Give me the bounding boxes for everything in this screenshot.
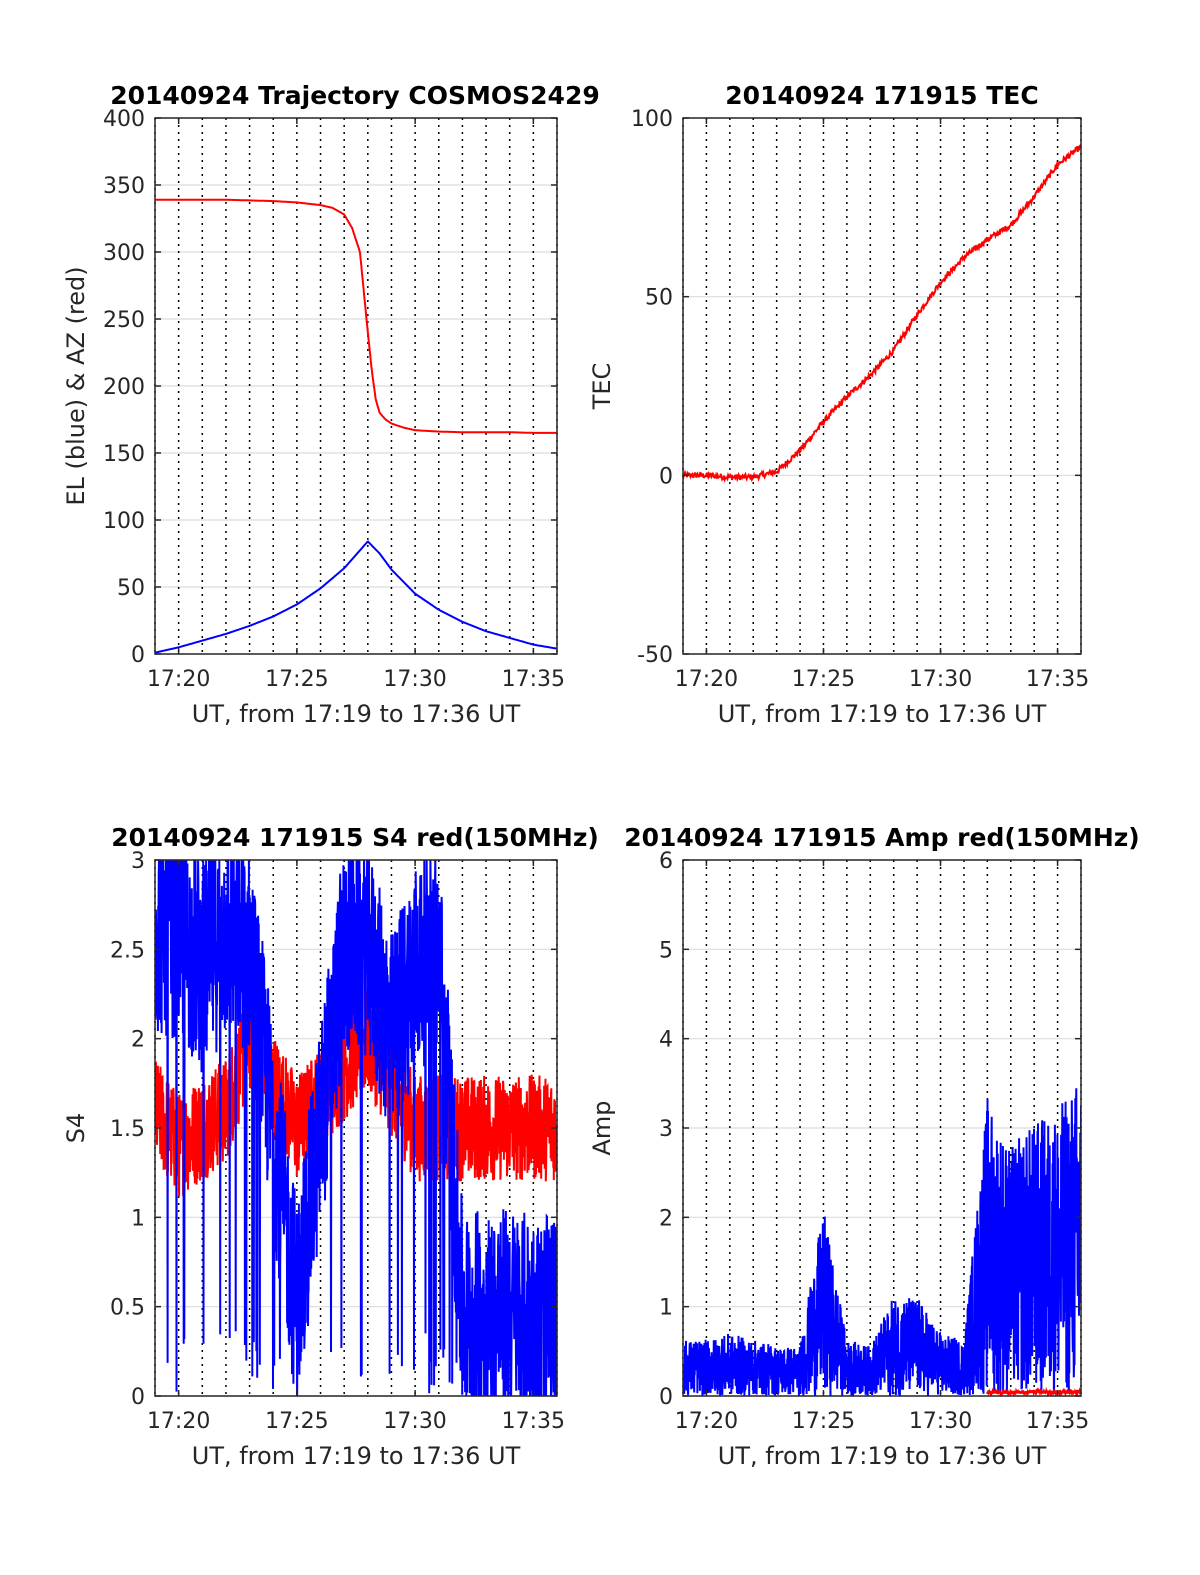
series-line-2 — [155, 860, 557, 1396]
chart-title: 20140924 171915 S4 red(150MHz) — [111, 823, 599, 852]
y-tick-label: 0 — [659, 1385, 673, 1410]
x-tick-label: 17:30 — [909, 667, 972, 692]
y-tick-label: 1.5 — [110, 1117, 145, 1142]
y-tick-label: 50 — [645, 286, 673, 311]
x-tick-label: 17:35 — [1026, 1409, 1089, 1434]
x-tick-label: 17:25 — [792, 667, 855, 692]
y-tick-label: 0 — [131, 1385, 145, 1410]
y-tick-label: 400 — [103, 107, 145, 132]
y-tick-label: 150 — [103, 442, 145, 467]
x-tick-label: 17:20 — [675, 1409, 738, 1434]
x-tick-label: 17:35 — [1026, 667, 1089, 692]
y-tick-label: 200 — [103, 375, 145, 400]
series-line-1 — [155, 198, 557, 434]
y-tick-label: 50 — [117, 576, 145, 601]
x-axis-label: UT, from 17:19 to 17:36 UT — [192, 1442, 521, 1470]
x-tick-label: 17:30 — [383, 1409, 446, 1434]
x-axis-label: UT, from 17:19 to 17:36 UT — [718, 700, 1047, 728]
x-tick-label: 17:20 — [147, 667, 210, 692]
chart-panel-1: 0 50 100 150 200 250 300 350 400 17:20 17:25 17:30 1… — [62, 81, 600, 728]
plot-area — [155, 198, 557, 654]
y-tick-label: 350 — [103, 174, 145, 199]
y-tick-label: 2 — [659, 1206, 673, 1231]
y-tick-label: 0 — [131, 643, 145, 668]
chart-panel-4: 0 1 2 3 4 5 6 17:20 17:25 17:30 17:35 20140924 1719… — [588, 823, 1140, 1470]
y-tick-label: 100 — [103, 509, 145, 534]
chart-title: 20140924 171915 Amp red(150MHz) — [624, 823, 1140, 852]
y-tick-label: 0.5 — [110, 1296, 145, 1321]
y-tick-label: 6 — [659, 849, 673, 874]
y-tick-label: 5 — [659, 938, 673, 963]
series-line-1 — [683, 143, 1081, 484]
y-axis-label: EL (blue) & AZ (red) — [62, 266, 90, 505]
x-tick-label: 17:20 — [147, 1409, 210, 1434]
y-tick-label: 3 — [131, 849, 145, 874]
y-tick-label: 2.5 — [110, 938, 145, 963]
y-tick-label: 2 — [131, 1028, 145, 1053]
x-tick-label: 17:35 — [502, 1409, 565, 1434]
x-tick-label: 17:35 — [502, 667, 565, 692]
chart-title: 20140924 Trajectory COSMOS2429 — [110, 81, 600, 110]
axes-box — [682, 117, 1082, 655]
chart-title: 20140924 171915 TEC — [725, 81, 1038, 110]
y-tick-label: -50 — [637, 643, 673, 668]
y-tick-label: 1 — [131, 1206, 145, 1231]
x-axis-label: UT, from 17:19 to 17:36 UT — [718, 1442, 1047, 1470]
plot-area — [155, 860, 557, 1396]
series-line-2 — [986, 1386, 1081, 1396]
plot-area — [683, 1088, 1081, 1396]
y-axis-label: Amp — [588, 1100, 616, 1155]
y-tick-label: 0 — [659, 464, 673, 489]
y-axis-label: TEC — [588, 363, 616, 411]
y-tick-label: 100 — [631, 107, 673, 132]
x-tick-label: 17:25 — [265, 1409, 328, 1434]
chart-panel-2: -50 0 50 100 17:20 17:25 17:30 17:35 20140924 17… — [588, 81, 1089, 728]
series-line-2 — [155, 540, 557, 654]
series-line-1 — [683, 1088, 1081, 1396]
x-tick-label: 17:30 — [383, 667, 446, 692]
x-tick-label: 17:25 — [792, 1409, 855, 1434]
chart-panel-3: 0 0.5 1 1.5 2 2.5 3 17:20 17:25 17:30 17:35 2014092… — [62, 823, 599, 1470]
x-tick-label: 17:30 — [909, 1409, 972, 1434]
y-tick-label: 300 — [103, 241, 145, 266]
y-tick-label: 3 — [659, 1117, 673, 1142]
y-tick-label: 4 — [659, 1028, 673, 1053]
x-tick-label: 17:25 — [265, 667, 328, 692]
y-axis-label: S4 — [62, 1113, 90, 1144]
y-tick-label: 250 — [103, 308, 145, 333]
x-tick-label: 17:20 — [675, 667, 738, 692]
plot-area — [683, 143, 1081, 484]
x-axis-label: UT, from 17:19 to 17:36 UT — [192, 700, 521, 728]
y-tick-label: 1 — [659, 1296, 673, 1321]
